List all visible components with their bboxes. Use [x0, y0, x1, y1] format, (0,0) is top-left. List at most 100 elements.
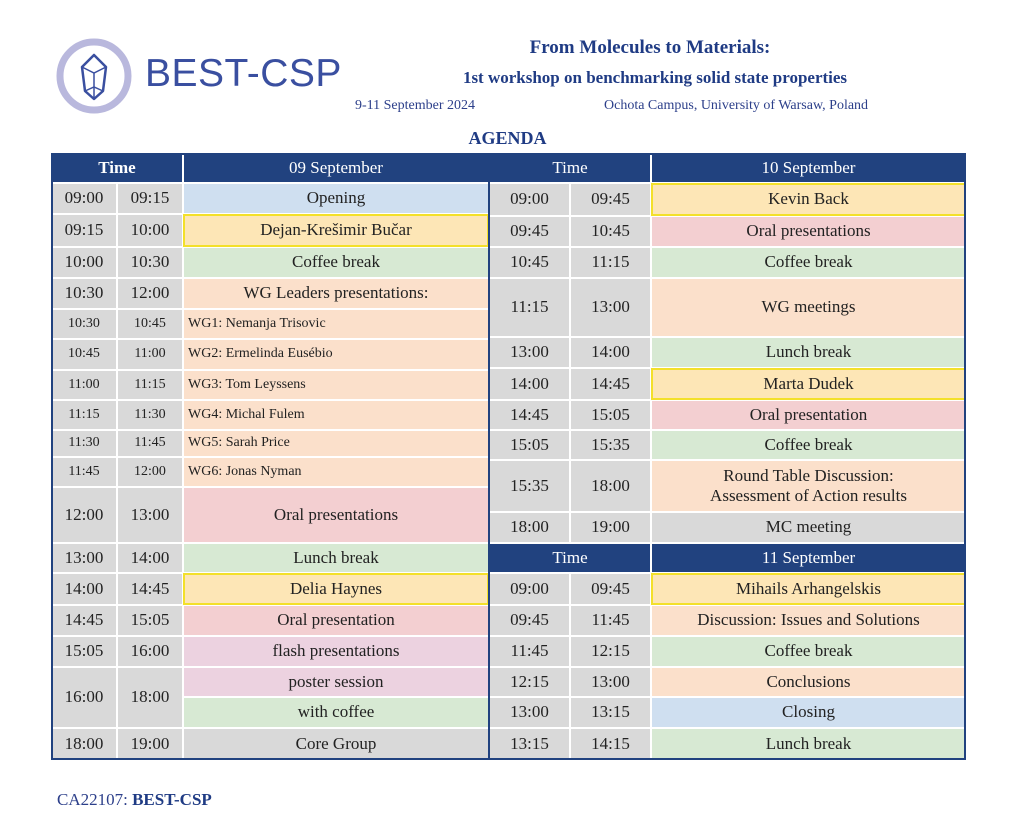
day3-start-time: 09:00 [489, 573, 570, 605]
day1-start-time: 14:00 [51, 573, 117, 605]
brand-name: BEST-CSP [145, 52, 342, 95]
day3-date-header: 11 September [651, 543, 966, 573]
day3-end-time: 12:15 [570, 636, 651, 667]
day3-start-time: 13:15 [489, 728, 570, 760]
day2-start-time: 14:00 [489, 368, 570, 400]
day2-end-time: 14:45 [570, 368, 651, 400]
day1-start-time: 18:00 [51, 728, 117, 760]
day3-time-header: Time [489, 543, 651, 573]
wg-start-time: 11:45 [51, 457, 117, 487]
day2-end-time: 11:15 [570, 247, 651, 278]
wg-presentation: WG5: Sarah Price [183, 430, 489, 457]
day3-end-time: 11:45 [570, 605, 651, 636]
wg-start-time: 11:00 [51, 370, 117, 400]
wg-presentation: WG2: Ermelinda Eusébio [183, 339, 489, 370]
day1-end-time: 10:30 [117, 247, 183, 278]
day2-event-lunch-break: Lunch break [651, 337, 966, 368]
day3-start-time: 11:45 [489, 636, 570, 667]
day1-end-time: 10:00 [117, 214, 183, 247]
day2-event-wg-meetings: WG meetings [651, 278, 966, 337]
day1-end-time: 09:15 [117, 183, 183, 214]
day1-event-wg-leaders: WG Leaders presentations: [183, 278, 489, 309]
day1-date-header: 09 September [183, 153, 489, 183]
day2-event-coffee-break: Coffee break [651, 430, 966, 460]
day3-start-time: 13:00 [489, 697, 570, 728]
day2-time-header: Time [489, 153, 651, 183]
day1-event-keynote: Delia Haynes [183, 573, 489, 605]
day2-event-oral-presentations: Oral presentations [651, 216, 966, 247]
day2-start-time: 09:00 [489, 183, 570, 216]
day1-end-time: 14:00 [117, 543, 183, 573]
day3-event-keynote: Mihails Arhangelskis [651, 573, 966, 605]
workshop-dates: 9-11 September 2024 [355, 98, 476, 113]
wg-end-time: 11:30 [117, 400, 183, 430]
day2-start-time: 09:45 [489, 216, 570, 247]
wg-presentation: WG4: Michal Fulem [183, 400, 489, 430]
wg-end-time: 10:45 [117, 309, 183, 339]
day2-start-time: 11:15 [489, 278, 570, 337]
day1-end-time: 15:05 [117, 605, 183, 636]
round-table-subtitle: Assessment of Action results [710, 486, 907, 505]
day1-end-time: 12:00 [117, 278, 183, 309]
wg-presentation: WG1: Nemanja Trisovic [183, 309, 489, 339]
day1-event-coffee-break: Coffee break [183, 247, 489, 278]
day1-start-time: 14:45 [51, 605, 117, 636]
best-csp-logo-icon [56, 38, 132, 114]
day1-event-oral-presentation: Oral presentation [183, 605, 489, 636]
day2-end-time: 15:35 [570, 430, 651, 460]
day2-event-coffee-break: Coffee break [651, 247, 966, 278]
day1-end-time: 14:45 [117, 573, 183, 605]
agenda-table: Time 09 September 09:00 09:15 Opening 09… [51, 153, 966, 760]
day2-end-time: 15:05 [570, 400, 651, 430]
day1-start-time: 12:00 [51, 487, 117, 543]
day2-event-round-table: Round Table Discussion: Assessment of Ac… [651, 460, 966, 512]
day3-end-time: 14:15 [570, 728, 651, 760]
day1-time-header: Time [51, 153, 183, 183]
action-code: CA22107: [57, 790, 128, 809]
wg-presentation: WG3: Tom Leyssens [183, 370, 489, 400]
day2-event-keynote: Kevin Back [651, 183, 966, 216]
day1-event-flash-presentations: flash presentations [183, 636, 489, 667]
day1-start-time: 09:15 [51, 214, 117, 247]
day1-event-with-coffee: with coffee [183, 697, 489, 728]
day2-end-time: 19:00 [570, 512, 651, 543]
wg-end-time: 11:15 [117, 370, 183, 400]
day3-end-time: 09:45 [570, 573, 651, 605]
day1-event-oral-presentations: Oral presentations [183, 487, 489, 543]
day3-event-lunch-break: Lunch break [651, 728, 966, 760]
day2-start-time: 13:00 [489, 337, 570, 368]
day2-start-time: 18:00 [489, 512, 570, 543]
day1-start-time: 10:00 [51, 247, 117, 278]
day3-event-closing: Closing [651, 697, 966, 728]
wg-start-time: 10:30 [51, 309, 117, 339]
wg-start-time: 10:45 [51, 339, 117, 370]
day3-event-conclusions: Conclusions [651, 667, 966, 697]
day2-end-time: 13:00 [570, 278, 651, 337]
day2-end-time: 18:00 [570, 460, 651, 512]
day3-start-time: 09:45 [489, 605, 570, 636]
day1-end-time: 19:00 [117, 728, 183, 760]
day2-start-time: 15:35 [489, 460, 570, 512]
day1-start-time: 10:30 [51, 278, 117, 309]
round-table-title: Round Table Discussion: [723, 465, 894, 485]
wg-presentation: WG6: Jonas Nyman [183, 457, 489, 487]
day3-end-time: 13:15 [570, 697, 651, 728]
day1-start-time: 09:00 [51, 183, 117, 214]
day2-event-keynote: Marta Dudek [651, 368, 966, 400]
day3-event-coffee-break: Coffee break [651, 636, 966, 667]
day2-end-time: 10:45 [570, 216, 651, 247]
wg-end-time: 11:00 [117, 339, 183, 370]
day1-event-opening: Opening [183, 183, 489, 214]
day2-event-oral-presentation: Oral presentation [651, 400, 966, 430]
day1-event-poster-session: poster session [183, 667, 489, 697]
day3-end-time: 13:00 [570, 667, 651, 697]
day3-start-time: 12:15 [489, 667, 570, 697]
day1-end-time: 18:00 [117, 667, 183, 728]
wg-end-time: 12:00 [117, 457, 183, 487]
wg-end-time: 11:45 [117, 430, 183, 457]
workshop-title: From Molecules to Materials: [529, 37, 771, 58]
day1-event-core-group: Core Group [183, 728, 489, 760]
day2-date-header: 10 September [651, 153, 966, 183]
day3-event-discussion: Discussion: Issues and Solutions [651, 605, 966, 636]
workshop-subtitle: 1st workshop on benchmarking solid state… [462, 68, 848, 87]
